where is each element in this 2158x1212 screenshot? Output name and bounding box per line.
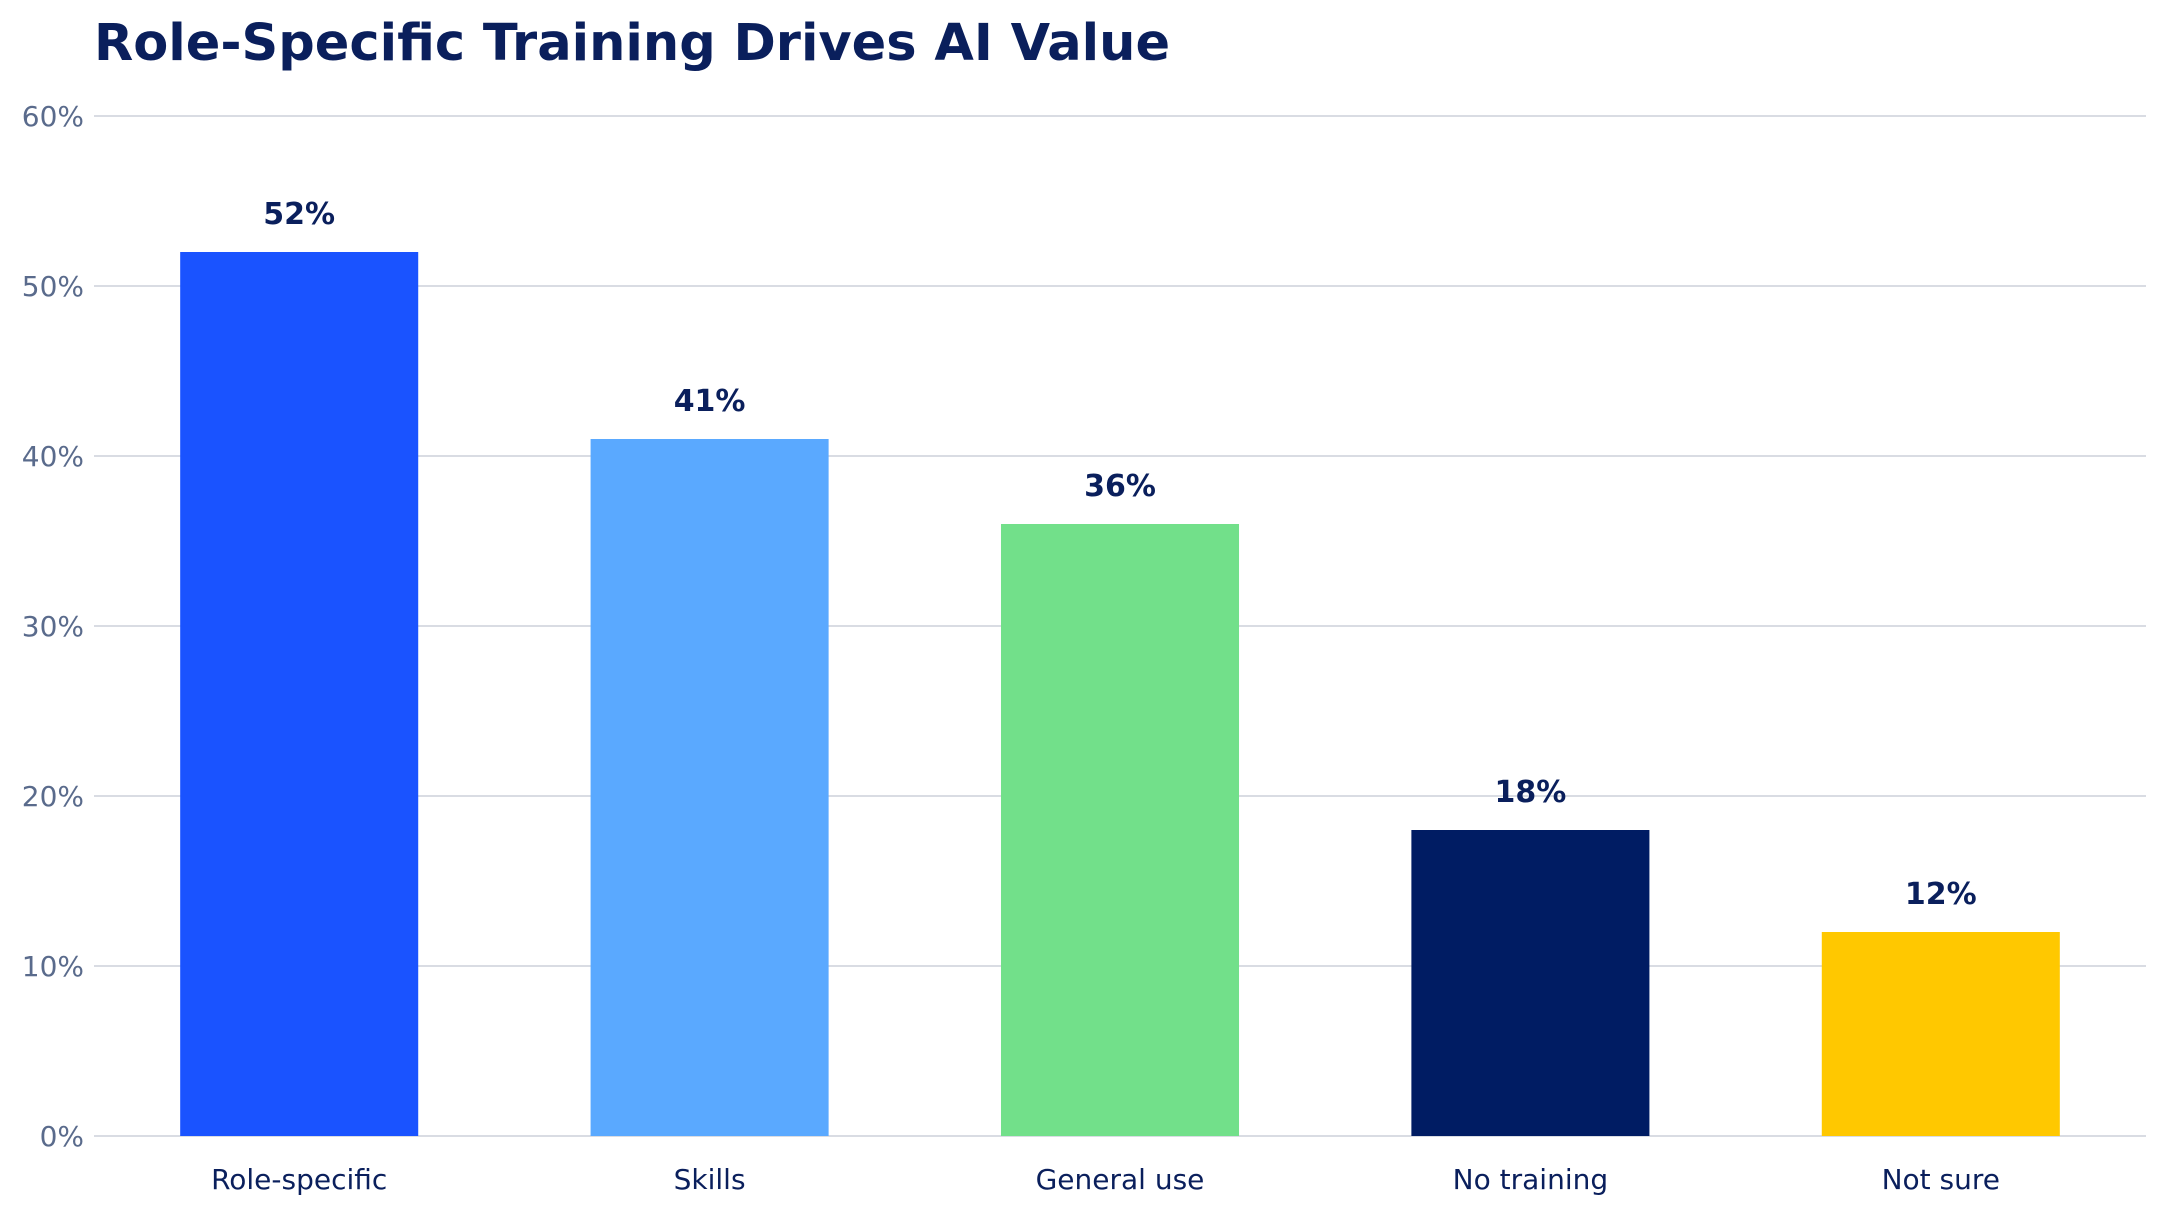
- data-label: 12%: [1905, 877, 1977, 912]
- y-tick-label: 50%: [22, 270, 84, 303]
- bars: [180, 252, 2060, 1136]
- x-tick-label: Skills: [674, 1163, 746, 1196]
- data-label: 52%: [263, 197, 335, 232]
- bar-skills: [590, 439, 829, 1136]
- bar-not-sure: [1821, 932, 2060, 1136]
- y-tick-label: 60%: [22, 100, 84, 133]
- x-tick-label: No training: [1453, 1163, 1608, 1196]
- data-label: 36%: [1084, 469, 1156, 504]
- y-tick-label: 40%: [22, 440, 84, 473]
- x-axis-ticks: Role-specific Skills General use No trainin…: [211, 1163, 2000, 1196]
- bar-general-use: [1000, 524, 1240, 1136]
- bar-role-specific: [180, 252, 419, 1136]
- y-tick-label: 10%: [22, 950, 84, 983]
- chart-title: Role-Specific Training Drives AI Value: [94, 14, 1170, 73]
- y-axis-ticks: 0% 10% 20% 30% 40% 50% 60%: [22, 100, 84, 1153]
- data-label: 41%: [674, 384, 746, 419]
- data-labels: 52% 41% 36% 18% 12%: [263, 197, 1976, 912]
- bar-no-training: [1411, 830, 1650, 1136]
- y-tick-label: 0%: [40, 1120, 84, 1153]
- data-label: 18%: [1494, 775, 1566, 810]
- x-tick-label: Not sure: [1882, 1163, 2000, 1196]
- x-tick-label: Role-specific: [211, 1163, 387, 1196]
- y-tick-label: 30%: [22, 610, 84, 643]
- y-tick-label: 20%: [22, 780, 84, 813]
- x-tick-label: General use: [1036, 1163, 1205, 1196]
